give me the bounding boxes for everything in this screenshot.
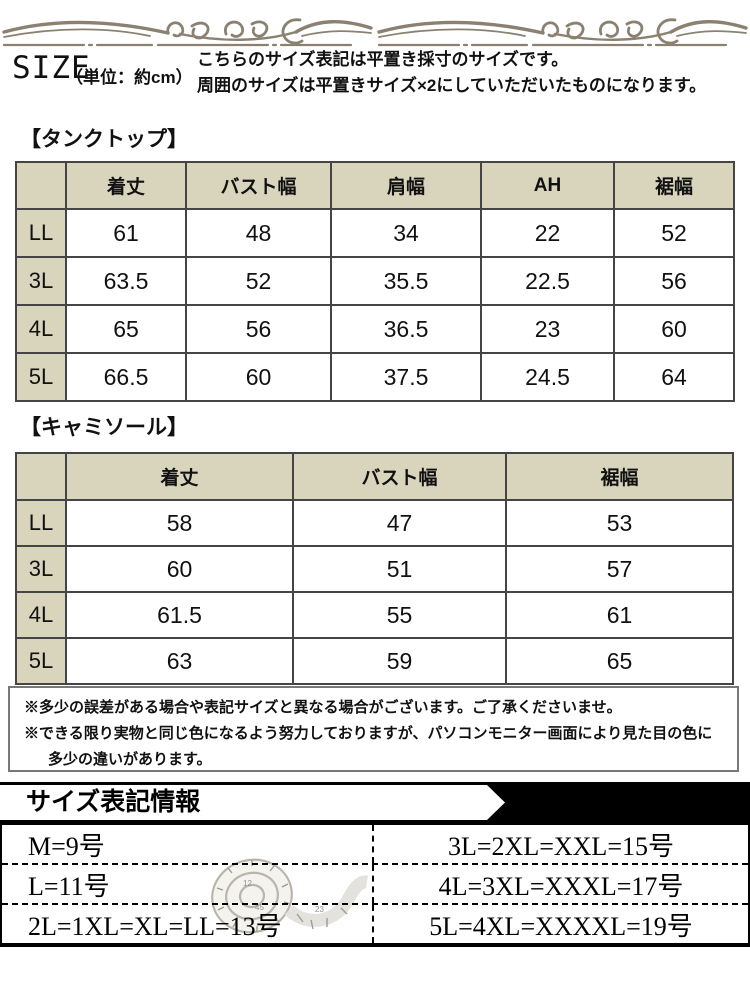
size-heading: SIZE	[12, 50, 91, 86]
size-value-cell: 63.5	[65, 256, 187, 306]
conversion-value: 3L=2XL=XXL=15号	[448, 831, 674, 861]
size-value-cell: 59	[292, 637, 507, 685]
conversion-cell-left: L=11号	[2, 865, 374, 903]
size-row: 3L 63.5 52 35.5 22.5 56	[15, 256, 735, 306]
size-value-cell: 58	[65, 499, 294, 547]
row-label: LL	[15, 208, 67, 258]
size-value-cell: 60	[65, 545, 294, 593]
column-header: AH	[480, 161, 615, 210]
conversion-cell-left: M=9号	[2, 825, 374, 863]
conversion-row: 2L=1XL=XL=LL=13号 5L=4XL=XXXXL=19号	[2, 905, 748, 943]
column-header: 裾幅	[613, 161, 735, 210]
size-description-line1: こちらのサイズ表記は平置き採寸のサイズです。	[197, 50, 569, 69]
size-value-cell: 47	[292, 499, 507, 547]
corner-cell	[15, 452, 67, 501]
camisole-section-title: 【キャミソール】	[20, 416, 188, 439]
size-value-cell: 65	[65, 304, 187, 354]
svg-text:23: 23	[315, 905, 324, 914]
banner-ribbon-shape	[0, 785, 505, 820]
size-value-cell: 66.5	[65, 352, 187, 402]
size-value-cell: 22	[480, 208, 615, 258]
tanktop-section-title: 【タンクトップ】	[20, 128, 188, 151]
svg-text:12: 12	[243, 879, 252, 888]
notes-box: ※多少の誤差がある場合や表記サイズと異なる場合がございます。ご了承くださいませ。…	[8, 686, 739, 772]
size-value-cell: 48	[185, 208, 332, 258]
size-value-cell: 51	[292, 545, 507, 593]
size-row: LL 61 48 34 22 52	[15, 208, 735, 258]
conversion-value: 2L=1XL=XL=LL=13号	[28, 911, 282, 941]
conversion-value: M=9号	[28, 831, 105, 861]
size-row: 4L 65 56 36.5 23 60	[15, 304, 735, 354]
size-value-cell: 64	[613, 352, 735, 402]
size-value-cell: 60	[185, 352, 332, 402]
banner-title: サイズ表記情報	[26, 789, 201, 816]
size-value-cell: 61	[65, 208, 187, 258]
size-value-cell: 63	[65, 637, 294, 685]
header-row: 着丈 バスト幅 裾幅	[15, 452, 734, 501]
size-row: LL 58 47 53	[15, 499, 734, 547]
size-value-cell: 53	[505, 499, 734, 547]
size-description-line2: 周囲のサイズは平置きサイズ×2にしていただいたものになります。	[197, 76, 707, 95]
tanktop-size-table: 着丈 バスト幅 肩幅 AH 裾幅 LL 61 48 34 22 52 3L 63.5 52 35.5 22.5…	[15, 161, 735, 402]
size-value-cell: 52	[613, 208, 735, 258]
column-header: 着丈	[65, 452, 294, 501]
note-tolerance: ※多少の誤差がある場合や表記サイズと異なる場合がございます。ご了承くださいませ。	[24, 699, 622, 716]
size-value-cell: 22.5	[480, 256, 615, 306]
conversion-row: M=9号 3L=2XL=XXL=15号	[2, 825, 748, 865]
scrollwork-divider-icon	[2, 18, 748, 47]
size-description: こちらのサイズ表記は平置き採寸のサイズです。 周囲のサイズは平置きサイズ×2にし…	[197, 47, 706, 99]
camisole-size-table: 着丈 バスト幅 裾幅 LL 58 47 53 3L 60 51 57 4L 61.5 55 61 5L 63 59…	[15, 452, 734, 685]
size-value-cell: 37.5	[330, 352, 482, 402]
size-value-cell: 65	[505, 637, 734, 685]
conversion-row: L=11号 4L=3XL=XXXL=17号	[2, 865, 748, 905]
size-value-cell: 60	[613, 304, 735, 354]
row-label: 3L	[15, 256, 67, 306]
size-value-cell: 24.5	[480, 352, 615, 402]
note-color-difference: ※できる限り実物と同じ色になるよう努力しておりますが、パソコンモニター画面により…	[24, 725, 713, 768]
row-label: 5L	[15, 352, 67, 402]
size-info-banner: サイズ表記情報	[0, 782, 750, 825]
size-value-cell: 61	[505, 591, 734, 639]
size-value-cell: 34	[330, 208, 482, 258]
column-header: バスト幅	[292, 452, 507, 501]
column-header: 肩幅	[330, 161, 482, 210]
header-row: 着丈 バスト幅 肩幅 AH 裾幅	[15, 161, 735, 210]
conversion-cell-right: 5L=4XL=XXXXL=19号	[374, 905, 748, 943]
conversion-cell-right: 4L=3XL=XXXL=17号	[374, 865, 748, 903]
size-conversion-table: M=9号 3L=2XL=XXL=15号 L=11号 4L=3XL=XXXL=17号 2L…	[0, 825, 750, 947]
column-header: 着丈	[65, 161, 187, 210]
size-row: 4L 61.5 55 61	[15, 591, 734, 639]
size-row: 5L 66.5 60 37.5 24.5 64	[15, 352, 735, 402]
conversion-value: L=11号	[28, 871, 110, 901]
size-value-cell: 52	[185, 256, 332, 306]
corner-cell	[15, 161, 67, 210]
size-value-cell: 56	[185, 304, 332, 354]
conversion-value: 4L=3XL=XXXL=17号	[438, 871, 684, 901]
size-value-cell: 61.5	[65, 591, 294, 639]
size-unit-label: （単位：約cm）	[66, 68, 193, 87]
conversion-cell-left: 2L=1XL=XL=LL=13号	[2, 905, 374, 943]
size-value-cell: 35.5	[330, 256, 482, 306]
measuring-tape-image: 12 45 23	[211, 858, 369, 934]
size-value-cell: 55	[292, 591, 507, 639]
size-value-cell: 23	[480, 304, 615, 354]
row-label: 4L	[15, 591, 67, 639]
size-row: 3L 60 51 57	[15, 545, 734, 593]
row-label: 4L	[15, 304, 67, 354]
size-value-cell: 36.5	[330, 304, 482, 354]
row-label: 5L	[15, 637, 67, 685]
column-header: 裾幅	[505, 452, 734, 501]
size-value-cell: 57	[505, 545, 734, 593]
conversion-cell-right: 3L=2XL=XXL=15号	[374, 825, 748, 863]
conversion-value: 5L=4XL=XXXXL=19号	[429, 911, 693, 941]
column-header: バスト幅	[185, 161, 332, 210]
row-label: 3L	[15, 545, 67, 593]
size-value-cell: 56	[613, 256, 735, 306]
row-label: LL	[15, 499, 67, 547]
svg-text:45: 45	[255, 903, 264, 912]
size-row: 5L 63 59 65	[15, 637, 734, 685]
